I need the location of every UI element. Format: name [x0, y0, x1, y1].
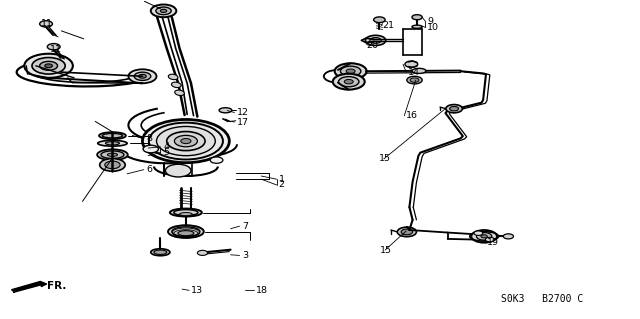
Circle shape: [407, 76, 422, 84]
Circle shape: [340, 66, 361, 76]
Circle shape: [149, 123, 223, 160]
Text: 12: 12: [237, 108, 249, 117]
Text: 3: 3: [242, 251, 248, 260]
Circle shape: [365, 35, 386, 46]
Ellipse shape: [172, 227, 200, 236]
Ellipse shape: [175, 90, 184, 95]
Ellipse shape: [178, 231, 194, 236]
Text: 11: 11: [41, 19, 53, 28]
Ellipse shape: [154, 250, 167, 255]
Circle shape: [166, 164, 191, 177]
Circle shape: [335, 63, 367, 79]
Circle shape: [47, 44, 60, 50]
Circle shape: [139, 74, 147, 78]
Circle shape: [471, 230, 497, 243]
Circle shape: [344, 79, 353, 84]
Ellipse shape: [151, 249, 170, 256]
Text: 7: 7: [242, 222, 248, 231]
Ellipse shape: [97, 149, 128, 160]
Circle shape: [374, 17, 385, 23]
Text: 4: 4: [164, 142, 170, 151]
Circle shape: [397, 227, 417, 237]
Circle shape: [161, 9, 167, 12]
Text: 14: 14: [408, 68, 420, 77]
Text: 18: 18: [256, 286, 268, 295]
Ellipse shape: [219, 108, 232, 113]
Ellipse shape: [102, 133, 123, 138]
Circle shape: [157, 126, 215, 156]
Circle shape: [370, 38, 381, 43]
Text: FR.: FR.: [47, 281, 67, 291]
Circle shape: [100, 159, 125, 171]
Ellipse shape: [168, 225, 204, 238]
Ellipse shape: [101, 151, 124, 159]
Circle shape: [474, 231, 483, 235]
Circle shape: [410, 78, 419, 82]
Text: S0K3   B2700 C: S0K3 B2700 C: [501, 293, 584, 304]
Circle shape: [105, 161, 120, 169]
Text: 21: 21: [383, 21, 395, 30]
Circle shape: [503, 234, 513, 239]
Circle shape: [40, 61, 58, 70]
Circle shape: [412, 15, 422, 20]
Ellipse shape: [108, 153, 118, 156]
Ellipse shape: [173, 210, 198, 215]
Text: 1: 1: [278, 175, 285, 184]
Text: 10: 10: [428, 23, 439, 32]
Circle shape: [40, 21, 52, 27]
Ellipse shape: [412, 25, 422, 28]
Text: 17: 17: [237, 117, 249, 127]
Circle shape: [180, 138, 191, 144]
Circle shape: [129, 69, 157, 83]
Text: 19: 19: [487, 238, 499, 247]
Circle shape: [485, 237, 494, 242]
Text: 6: 6: [147, 165, 152, 174]
Circle shape: [197, 250, 207, 256]
Circle shape: [481, 235, 487, 238]
Text: 13: 13: [191, 286, 203, 295]
Circle shape: [174, 135, 197, 147]
Circle shape: [45, 64, 52, 68]
Ellipse shape: [179, 212, 192, 216]
Circle shape: [333, 74, 365, 90]
Circle shape: [446, 105, 463, 113]
Text: 20: 20: [366, 41, 378, 50]
Text: 5: 5: [164, 148, 170, 157]
Circle shape: [32, 57, 65, 74]
Circle shape: [151, 4, 176, 17]
Circle shape: [134, 72, 151, 80]
Ellipse shape: [170, 209, 202, 217]
Text: 15: 15: [380, 246, 392, 255]
Text: 8: 8: [147, 134, 152, 143]
Circle shape: [401, 229, 413, 235]
Ellipse shape: [172, 82, 181, 88]
Ellipse shape: [106, 142, 120, 145]
Ellipse shape: [98, 140, 127, 146]
Circle shape: [24, 54, 73, 78]
Circle shape: [143, 145, 159, 153]
Circle shape: [405, 61, 418, 67]
Text: 15: 15: [379, 154, 391, 163]
Ellipse shape: [168, 74, 178, 80]
Circle shape: [450, 107, 459, 111]
Polygon shape: [12, 281, 47, 292]
Circle shape: [210, 157, 223, 163]
Circle shape: [346, 69, 355, 73]
Circle shape: [476, 233, 492, 240]
Circle shape: [143, 120, 229, 163]
Text: 11: 11: [50, 45, 62, 55]
Ellipse shape: [99, 132, 126, 139]
Circle shape: [167, 131, 205, 151]
Circle shape: [339, 77, 359, 87]
Text: 16: 16: [406, 111, 418, 120]
Circle shape: [156, 7, 172, 15]
Text: 2: 2: [278, 181, 285, 189]
Ellipse shape: [412, 68, 426, 73]
Text: 9: 9: [428, 17, 433, 26]
